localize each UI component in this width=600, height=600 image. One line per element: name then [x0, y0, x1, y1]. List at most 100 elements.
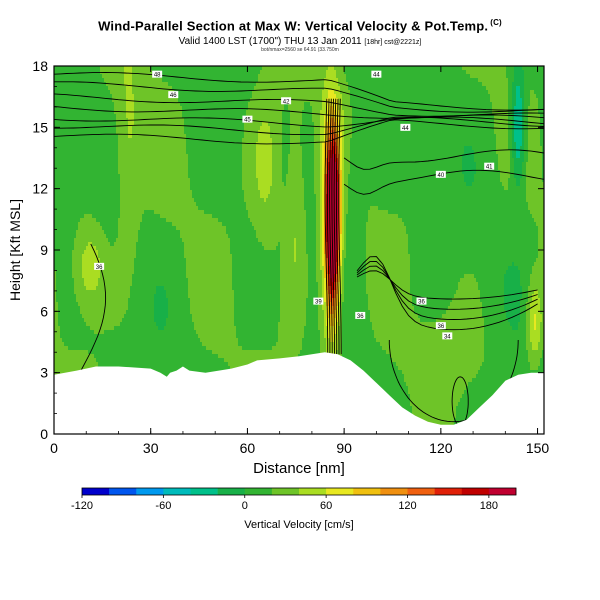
velocity-cell	[74, 122, 77, 127]
velocity-cell	[68, 322, 71, 327]
velocity-cell	[62, 170, 65, 175]
velocity-cell	[54, 206, 57, 211]
velocity-cell	[74, 274, 77, 279]
velocity-cell	[66, 190, 69, 195]
velocity-cell	[66, 94, 69, 99]
velocity-cell	[84, 102, 87, 107]
velocity-cell	[70, 90, 73, 95]
velocity-cell	[74, 170, 77, 175]
velocity-cell	[56, 330, 59, 335]
velocity-cell	[64, 150, 67, 155]
velocity-cell	[82, 226, 85, 231]
velocity-cell	[74, 242, 77, 247]
velocity-cell	[78, 310, 81, 315]
velocity-cell	[70, 218, 73, 223]
velocity-cell	[68, 210, 71, 215]
velocity-cell	[56, 130, 59, 135]
velocity-cell	[70, 238, 73, 243]
velocity-cell	[78, 142, 81, 147]
velocity-cell	[72, 270, 75, 275]
velocity-cell	[68, 150, 71, 155]
velocity-cell	[62, 350, 65, 355]
velocity-cell	[68, 234, 71, 239]
velocity-cell	[60, 130, 63, 135]
velocity-cell	[56, 74, 59, 79]
velocity-cell	[70, 190, 73, 195]
velocity-cell	[78, 70, 81, 75]
velocity-cell	[68, 162, 71, 167]
velocity-cell	[56, 70, 59, 75]
velocity-cell	[74, 98, 77, 103]
velocity-cell	[62, 254, 65, 259]
velocity-cell	[64, 334, 67, 339]
velocity-cell	[56, 142, 59, 147]
velocity-cell	[62, 346, 65, 351]
velocity-cell	[70, 298, 73, 303]
velocity-cell	[76, 350, 79, 355]
velocity-cell	[64, 210, 67, 215]
velocity-cell	[72, 326, 75, 331]
velocity-cell	[62, 194, 65, 199]
velocity-cell	[68, 110, 71, 115]
velocity-cell	[68, 146, 71, 151]
velocity-cell	[82, 86, 85, 91]
velocity-cell	[56, 358, 59, 363]
velocity-cell	[70, 234, 73, 239]
velocity-cell	[76, 302, 79, 307]
velocity-cell	[64, 270, 67, 275]
velocity-cell	[60, 314, 63, 319]
velocity-cell	[72, 66, 75, 71]
velocity-cell	[54, 98, 57, 103]
velocity-cell	[78, 194, 81, 199]
velocity-cell	[74, 290, 77, 295]
velocity-cell	[64, 338, 67, 343]
velocity-cell	[84, 130, 87, 135]
velocity-cell	[82, 98, 85, 103]
velocity-cell	[80, 114, 83, 119]
velocity-cell	[80, 182, 83, 187]
velocity-cell	[60, 274, 63, 279]
velocity-cell	[80, 82, 83, 87]
velocity-cell	[82, 298, 85, 303]
velocity-cell	[54, 194, 57, 199]
velocity-cell	[78, 110, 81, 115]
velocity-cell	[58, 198, 61, 203]
velocity-cell	[82, 218, 85, 223]
velocity-cell	[74, 318, 77, 323]
velocity-cell	[80, 86, 83, 91]
velocity-cell	[64, 122, 67, 127]
velocity-cell	[56, 118, 59, 123]
velocity-cell	[64, 302, 67, 307]
velocity-cell	[78, 354, 81, 359]
velocity-cell	[68, 178, 71, 183]
velocity-cell	[74, 142, 77, 147]
velocity-cell	[78, 322, 81, 327]
velocity-cell	[54, 110, 57, 115]
velocity-cell	[62, 78, 65, 83]
velocity-cell	[68, 278, 71, 283]
velocity-cell	[84, 110, 87, 115]
velocity-cell	[66, 146, 69, 151]
velocity-cell	[64, 262, 67, 267]
velocity-cell	[74, 190, 77, 195]
velocity-cell	[60, 210, 63, 215]
velocity-cell	[80, 230, 83, 235]
velocity-cell	[78, 186, 81, 191]
velocity-cell	[54, 326, 57, 331]
velocity-cell	[64, 130, 67, 135]
velocity-cell	[62, 278, 65, 283]
velocity-cell	[78, 278, 81, 283]
velocity-cell	[74, 138, 77, 143]
velocity-cell	[82, 342, 85, 347]
velocity-cell	[72, 330, 75, 335]
velocity-cell	[58, 306, 61, 311]
velocity-cell	[82, 174, 85, 179]
velocity-cell	[76, 306, 79, 311]
velocity-cell	[72, 322, 75, 327]
chart-subsubtitle: bot/nmax=2560 se 64.91 (33.750m	[0, 47, 600, 53]
velocity-cell	[66, 74, 69, 79]
velocity-cell	[78, 206, 81, 211]
velocity-cell	[64, 250, 67, 255]
velocity-cell	[66, 342, 69, 347]
velocity-cell	[60, 226, 63, 231]
